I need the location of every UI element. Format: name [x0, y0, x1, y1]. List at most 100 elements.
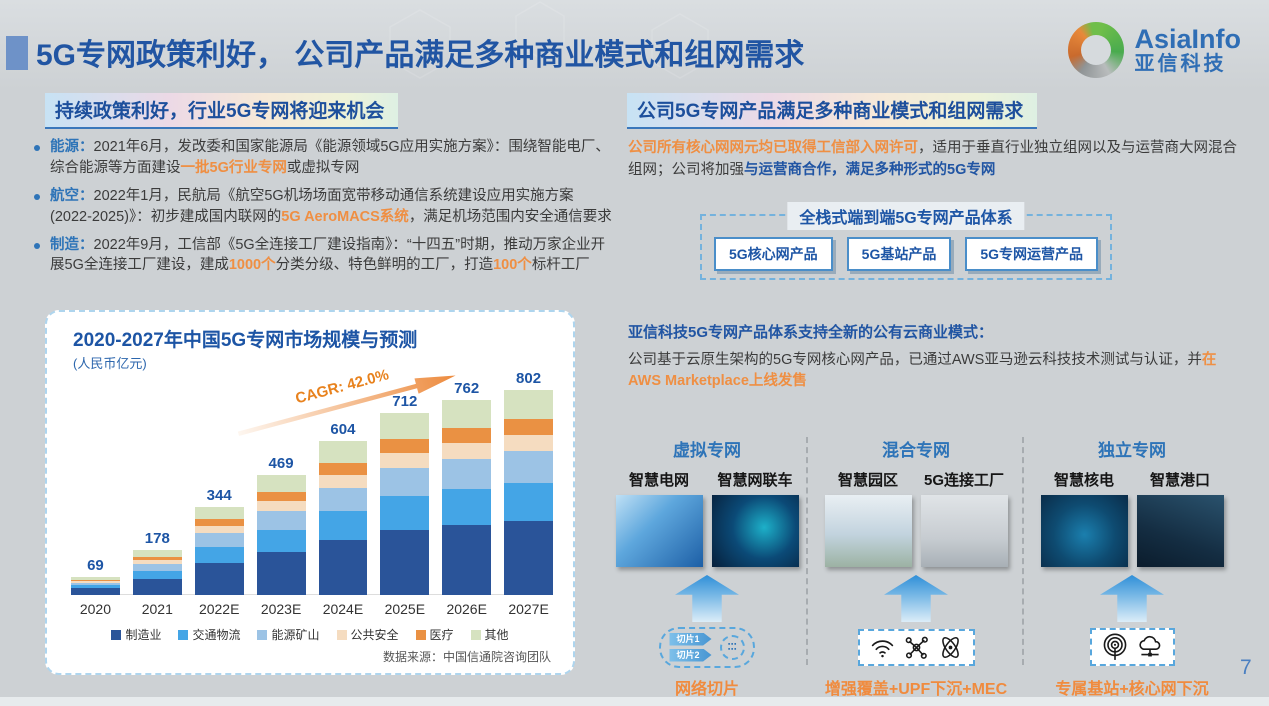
bar-segment-制造业: [194, 563, 244, 595]
legend-label: 医疗: [429, 628, 454, 642]
chart-bar: 802 2027E: [504, 370, 553, 617]
legend-label: 能源矿山: [271, 628, 320, 642]
asiainfo-logo-text: AsiaInfo 亚信科技: [1134, 25, 1241, 74]
network-capability-label: 专属基站+核心网下沉: [1055, 681, 1209, 698]
cloud-highlight: 在AWS Marketplace上线发售: [628, 351, 1217, 390]
case-smart-grid: 智慧电网: [615, 469, 703, 567]
stacked-bar-chart: 69 2020 178 2021 344 2022E 469 2023E 604 2024E 712…: [71, 355, 553, 617]
chart-source: 数据来源：中国信通院咨询团队: [382, 650, 551, 664]
bullet-text: 或虚拟专网: [286, 159, 360, 176]
case-label: 5G连接工厂: [923, 472, 1004, 489]
chart-bar: 178 2021: [132, 530, 182, 617]
bullet-aviation: 航空：2022年1月，民航局《航空5G机场场面宽带移动通信系统建设应用实施方案(…: [30, 186, 615, 228]
smart-grid-image: [615, 495, 703, 567]
legend-item: 制造业: [111, 626, 161, 643]
bar-segment-能源矿山: [71, 582, 120, 586]
chart-baseline: [71, 594, 553, 595]
chart-legend: 制造业 交通物流 能源矿山 公共安全 医疗 其他: [47, 626, 573, 643]
bar-segment-其他: [380, 413, 430, 440]
bar-segment-公共安全: [194, 526, 244, 534]
bar-segment-制造业: [442, 524, 492, 595]
network-type-title: 混合专网: [882, 441, 950, 460]
legend-item: 医疗: [415, 626, 454, 643]
smart-park-image: [824, 495, 912, 567]
network-capability-label: 增强覆盖+UPF下沉+MEC: [824, 681, 1008, 698]
connected-vehicle-image: [711, 495, 799, 567]
x-axis-label: 2020: [79, 601, 112, 617]
bullet-manufacturing: 制造：2022年9月，工信部《5G全连接工厂建设指南》：“十四五”时期，推动万家…: [30, 235, 615, 277]
network-capability-label: 网络切片: [674, 681, 739, 698]
bar-stack: [504, 390, 553, 595]
bar-segment-交通物流: [380, 495, 430, 530]
case-label: 智慧园区: [837, 472, 898, 489]
cloud-text: 公司基于云原生架构的5G专网核心网产品，已通过AWS亚马逊云科技技术测试与认证，: [628, 351, 1188, 368]
legend-item: 交通物流: [178, 626, 240, 643]
product-system-title: 全栈式端到端5G专网产品体系: [787, 202, 1025, 230]
slice-tag-2: 切片2: [669, 648, 712, 662]
product-core-network: 5G核心网产品: [714, 237, 833, 271]
bar-stack: [132, 550, 182, 595]
case-5g-factory: 5G连接工厂: [920, 469, 1008, 567]
bullet-text: ，满足机场范围内安全通信要求: [408, 208, 612, 225]
column-divider: [806, 437, 808, 665]
case-row: 智慧园区 5G连接工厂: [824, 469, 1008, 567]
legend-label: 其他: [484, 628, 509, 642]
bar-segment-制造业: [256, 551, 306, 595]
icon-zone: [857, 626, 975, 668]
network-slice-icon: 切片1 切片2 ⋯ ⋯: [659, 626, 755, 668]
bar-stack: [442, 400, 492, 595]
chart-title: 2020-2027年中国5G专网市场规模与预测: [73, 330, 418, 351]
bar-segment-公共安全: [442, 443, 492, 459]
case-label: 智慧核电: [1053, 472, 1114, 489]
intro-highlight: 公司所有核心网网元均已取得工信部入网许可: [628, 140, 918, 156]
title-accent-square: [6, 36, 28, 70]
bar-total-label: 604: [330, 421, 356, 438]
bar-segment-能源矿山: [256, 511, 306, 530]
bullet-text: 2021年6月，发改委和国家能源局《能源领域5G应用实施方案》：围绕智能电厂、综…: [50, 139, 610, 176]
bar-segment-其他: [256, 475, 306, 492]
x-axis-label: 2023E: [260, 601, 302, 617]
bar-segment-医疗: [442, 427, 492, 444]
legend-swatch: [257, 629, 268, 640]
bar-segment-制造业: [132, 578, 182, 595]
legend-item: 其他: [470, 626, 509, 643]
column-divider: [1022, 437, 1024, 665]
product-system-box: 全栈式端到端5G专网产品体系 5G核心网产品 5G基站产品 5G专网运营产品: [700, 202, 1112, 280]
bar-segment-交通物流: [71, 585, 120, 589]
network-type-title: 虚拟专网: [673, 441, 741, 460]
wifi-icon: [871, 639, 893, 657]
product-base-station: 5G基站产品: [846, 237, 952, 271]
atom-icon: [941, 636, 959, 658]
bar-total-label: 762: [454, 380, 480, 397]
bar-total-label: 178: [144, 530, 170, 547]
bar-segment-医疗: [256, 491, 306, 502]
bar-segment-制造业: [504, 520, 553, 595]
bar-segment-其他: [442, 400, 492, 428]
case-connected-vehicle: 智慧网联车: [711, 469, 799, 567]
bar-segment-能源矿山: [380, 467, 430, 496]
bar-total-label: 469: [268, 455, 294, 472]
case-row: 智慧核电 智慧港口: [1040, 469, 1224, 567]
bar-segment-能源矿山: [132, 563, 182, 571]
bar-segment-医疗: [380, 439, 430, 454]
chart-bar: 762 2026E: [442, 380, 492, 617]
icon-zone: [1089, 626, 1175, 668]
bar-segment-公共安全: [504, 435, 553, 452]
bar-segment-医疗: [504, 418, 553, 436]
legend-label: 交通物流: [192, 628, 241, 642]
x-axis-label: 2024E: [322, 601, 364, 617]
legend-label: 制造业: [125, 628, 162, 642]
bar-segment-交通物流: [194, 546, 244, 564]
bar-total-label: 344: [206, 487, 232, 504]
bullet-lead: 能源：: [50, 139, 94, 155]
bullet-highlight: 1000个: [228, 257, 276, 274]
chart-bar: 604 2024E: [318, 421, 368, 617]
cloud-text: 并: [1187, 351, 1202, 368]
bullet-text: 2022年9月，工信部《5G全连接工厂建设指南》：“十四五”时期，推动万家企业开…: [50, 236, 606, 274]
slice-more-dots-icon: ⋯ ⋯: [719, 634, 745, 660]
legend-swatch: [336, 629, 347, 640]
case-row: 智慧电网 智慧网联车: [615, 469, 799, 567]
bar-segment-医疗: [318, 463, 368, 476]
hexagon-pattern-decoration: [389, 1, 709, 79]
